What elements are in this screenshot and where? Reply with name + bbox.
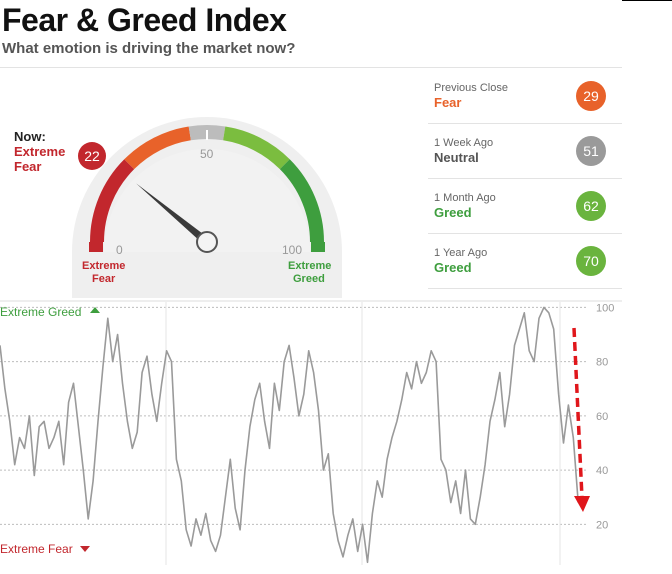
history-label: 1 Month Ago	[434, 192, 496, 204]
gauge-left-caption-2: Fear	[92, 273, 116, 285]
page-subtitle: What emotion is driving the market now?	[2, 40, 296, 57]
y-tick-label: 80	[596, 357, 608, 369]
up-triangle-icon	[90, 307, 100, 313]
chart-y-ticks: 100 80 60 40 20	[596, 302, 614, 531]
chart-gridlines	[0, 306, 588, 525]
y-tick-label: 20	[596, 519, 608, 531]
gauge-arc-band	[124, 126, 192, 170]
gauge-inner	[104, 149, 310, 252]
now-label: Now:	[14, 129, 46, 144]
series-line	[0, 306, 579, 564]
gauge-left-caption-1: Extreme	[82, 260, 125, 272]
top-right-border	[622, 0, 672, 7]
history-rating: Greed	[434, 205, 472, 220]
gauge-max-label: 100	[282, 243, 302, 257]
gauge-right-caption-2: Greed	[293, 273, 325, 285]
history-value-badge: 70	[576, 246, 606, 276]
gauge-min-label: 0	[116, 243, 123, 257]
history-row-1-year-ago: 1 Year Ago Greed 70	[428, 233, 622, 289]
history-value-badge: 62	[576, 191, 606, 221]
gauge-svg: 0 50 100 Extreme Fear Extreme Greed 22	[72, 117, 342, 298]
y-tick-label: 60	[596, 411, 608, 423]
history-label: 1 Year Ago	[434, 247, 488, 259]
trend-arrow-line	[572, 327, 584, 499]
history-label: 1 Week Ago	[434, 137, 494, 149]
down-triangle-icon	[80, 546, 90, 552]
page-title: Fear & Greed Index	[2, 2, 287, 38]
chart-bottom-label: Extreme Fear	[0, 542, 73, 556]
history-label: Previous Close	[434, 82, 508, 94]
now-rating-line2: Fear	[14, 159, 42, 174]
history-rating: Neutral	[434, 150, 479, 165]
now-value-text: 22	[84, 148, 100, 164]
history-rating: Greed	[434, 260, 472, 275]
history-row-1-week-ago: 1 Week Ago Neutral 51	[428, 123, 622, 179]
gauge-needle	[136, 183, 210, 246]
now-rating-line1: Extreme	[14, 144, 66, 159]
gauge-panel: 0 50 100 Extreme Fear Extreme Greed 22	[0, 68, 420, 298]
history-value-badge: 51	[576, 136, 606, 166]
y-tick-label: 100	[596, 302, 614, 314]
history-value-badge: 29	[576, 81, 606, 111]
chart-top-label: Extreme Greed	[0, 305, 81, 319]
history-row-1-month-ago: 1 Month Ago Greed 62	[428, 178, 622, 234]
history-chart-svg: 100 80 60 40 20 Extreme Greed Extreme Fear	[0, 300, 622, 565]
now-value-badge	[78, 142, 106, 170]
history-chart: 100 80 60 40 20 Extreme Greed Extreme Fear	[0, 300, 622, 569]
history-rating: Fear	[434, 95, 462, 110]
gauge-arc-band	[222, 126, 290, 170]
trend-arrow-head	[574, 496, 590, 512]
history-row-previous-close: Previous Close Fear 29	[428, 68, 622, 124]
gauge-arc-band	[90, 159, 135, 243]
gauge-mid-label: 50	[200, 147, 214, 161]
gauge-right-caption-1: Extreme	[288, 260, 331, 272]
gauge-hub	[196, 231, 218, 253]
header-divider	[0, 67, 622, 68]
gauge-arc-band	[279, 159, 324, 243]
now-label-block: Now: Extreme Fear	[14, 129, 65, 174]
y-tick-label: 40	[596, 465, 608, 477]
